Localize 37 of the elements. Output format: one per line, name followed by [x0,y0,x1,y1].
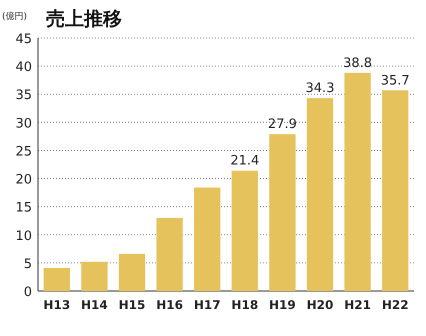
bar [269,134,296,291]
y-tick-label: 30 [15,116,32,132]
bar [156,218,183,291]
y-tick-label: 5 [24,256,32,272]
bar [81,262,108,291]
chart-title: 売上推移 [46,8,122,30]
x-tick-label: H14 [81,298,108,312]
y-tick-label: 20 [15,172,32,188]
bar [44,268,70,291]
y-tick-label: 10 [15,228,32,244]
y-axis-title: (億円) [2,11,28,22]
x-tick-label: H15 [118,298,146,312]
x-tick-label: H17 [194,298,221,312]
x-tick-label: H13 [43,298,70,312]
y-tick-label: 45 [15,32,32,47]
data-label: 38.8 [343,56,372,71]
bar [232,170,258,291]
x-tick-label: H16 [156,298,183,312]
bar [344,72,371,291]
y-tick-label: 0 [24,285,32,300]
bar [306,98,334,291]
x-tick-label: H21 [344,298,371,312]
y-tick-label: 40 [15,60,32,76]
x-tick-label: H18 [231,298,258,312]
bar [382,90,408,291]
x-tick-label: H22 [382,298,409,312]
x-tick-label: H19 [269,298,296,312]
data-label: 35.7 [380,73,410,88]
data-label: 21.4 [230,154,260,169]
bar [118,254,146,291]
y-tick-label: 15 [15,200,32,216]
y-tick-label: 25 [15,144,32,160]
bar [194,188,220,291]
x-tick-label: H20 [306,298,334,312]
data-label: 34.3 [306,81,334,96]
data-label: 27.9 [268,117,297,132]
y-tick-label: 35 [15,88,32,104]
